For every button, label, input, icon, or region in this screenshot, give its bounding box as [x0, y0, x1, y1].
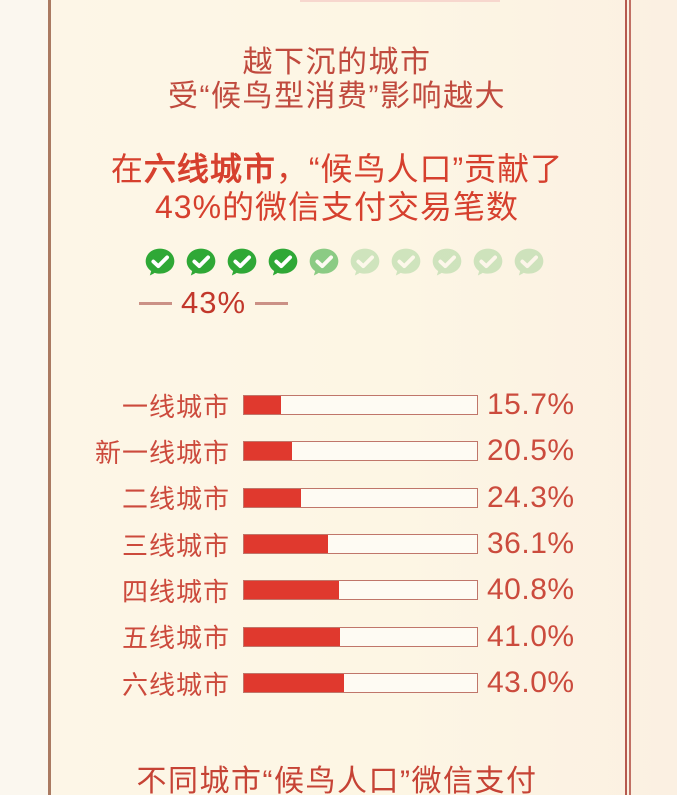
bar-value-label: 20.5% [487, 434, 575, 468]
dash-line-left [139, 301, 172, 305]
pictograph-percent-label: 43% [181, 285, 247, 320]
bar-row: 新一线城市 20.5% [0, 428, 677, 474]
page-title: 越下沉的城市 受“候鸟型消费”影响越大 [49, 46, 625, 114]
bar-value-label: 40.8% [487, 573, 575, 607]
subtitle-suffix: ，“候鸟人口”贡献了 [275, 151, 564, 187]
subtitle-line-1: 在六线城市，“候鸟人口”贡献了 [49, 150, 625, 188]
subtitle-emphasis: 六线城市 [143, 151, 276, 187]
bar-row: 二线城市 24.3% [0, 475, 677, 521]
bar-category-label: 四线城市 [121, 576, 230, 607]
bar-value-label: 36.1% [487, 527, 575, 561]
bar-fill [244, 396, 281, 415]
bar-category-label: 新一线城市 [94, 437, 230, 468]
bar-track [243, 580, 478, 601]
bar-fill [244, 627, 340, 646]
bar-category-label: 二线城市 [121, 484, 230, 515]
frame-border-left [48, 0, 51, 795]
bar-row: 四线城市 40.8% [0, 567, 677, 613]
wechat-check-icon [309, 247, 339, 277]
bar-value-label: 43.0% [487, 666, 575, 700]
cropped-artifact-line [300, 0, 500, 2]
frame-border-right-inner [629, 0, 631, 795]
wechat-check-icon [268, 247, 298, 277]
bar-fill [244, 674, 345, 693]
pictograph-label-row: 43% [139, 285, 289, 320]
bar-category-label: 一线城市 [121, 391, 230, 422]
wechat-check-icon [473, 247, 503, 277]
bar-category-label: 六线城市 [121, 669, 230, 700]
wechat-check-icon [432, 247, 462, 277]
bar-track [243, 673, 478, 694]
bar-category-label: 三线城市 [121, 530, 230, 561]
title-line-1: 越下沉的城市 [242, 46, 432, 79]
bar-value-label: 15.7% [487, 388, 575, 422]
wechat-check-icon [227, 247, 257, 277]
bar-fill [244, 488, 301, 507]
subtitle-prefix: 在 [110, 151, 144, 187]
title-line-2: 受“候鸟型消费”影响越大 [168, 80, 506, 113]
bar-chart: 一线城市 15.7% 新一线城市 20.5% 二线城市 24.3% 三线城市 3… [0, 382, 677, 706]
wechat-check-icon [186, 247, 216, 277]
bar-value-label: 24.3% [487, 480, 575, 514]
bar-fill [244, 442, 292, 461]
wechat-check-icon [514, 247, 544, 277]
frame-border-right [625, 0, 627, 795]
bar-row: 六线城市 43.0% [0, 660, 677, 706]
dash-line-right [255, 301, 289, 305]
wechat-check-icon [350, 247, 380, 277]
bar-value-label: 41.0% [487, 619, 575, 653]
subtitle-line-2: 43%的微信支付交易笔数 [154, 189, 520, 225]
bar-fill [244, 581, 340, 600]
pictograph-icon-row [145, 247, 544, 277]
bar-category-label: 五线城市 [121, 623, 230, 654]
bar-row: 三线城市 36.1% [0, 521, 677, 567]
bar-track [243, 626, 478, 647]
wechat-check-icon [145, 247, 175, 277]
chart-caption: 不同城市“候鸟人口”微信支付 [136, 765, 538, 795]
bar-row: 五线城市 41.0% [0, 614, 677, 660]
subtitle: 在六线城市，“候鸟人口”贡献了 43%的微信支付交易笔数 [49, 150, 625, 226]
bar-row: 一线城市 15.7% [0, 382, 677, 428]
bar-track [243, 534, 478, 555]
bar-track [243, 395, 478, 416]
bar-track [243, 441, 478, 462]
wechat-check-icon [391, 247, 421, 277]
bar-fill [244, 535, 329, 554]
bar-track [243, 487, 478, 508]
